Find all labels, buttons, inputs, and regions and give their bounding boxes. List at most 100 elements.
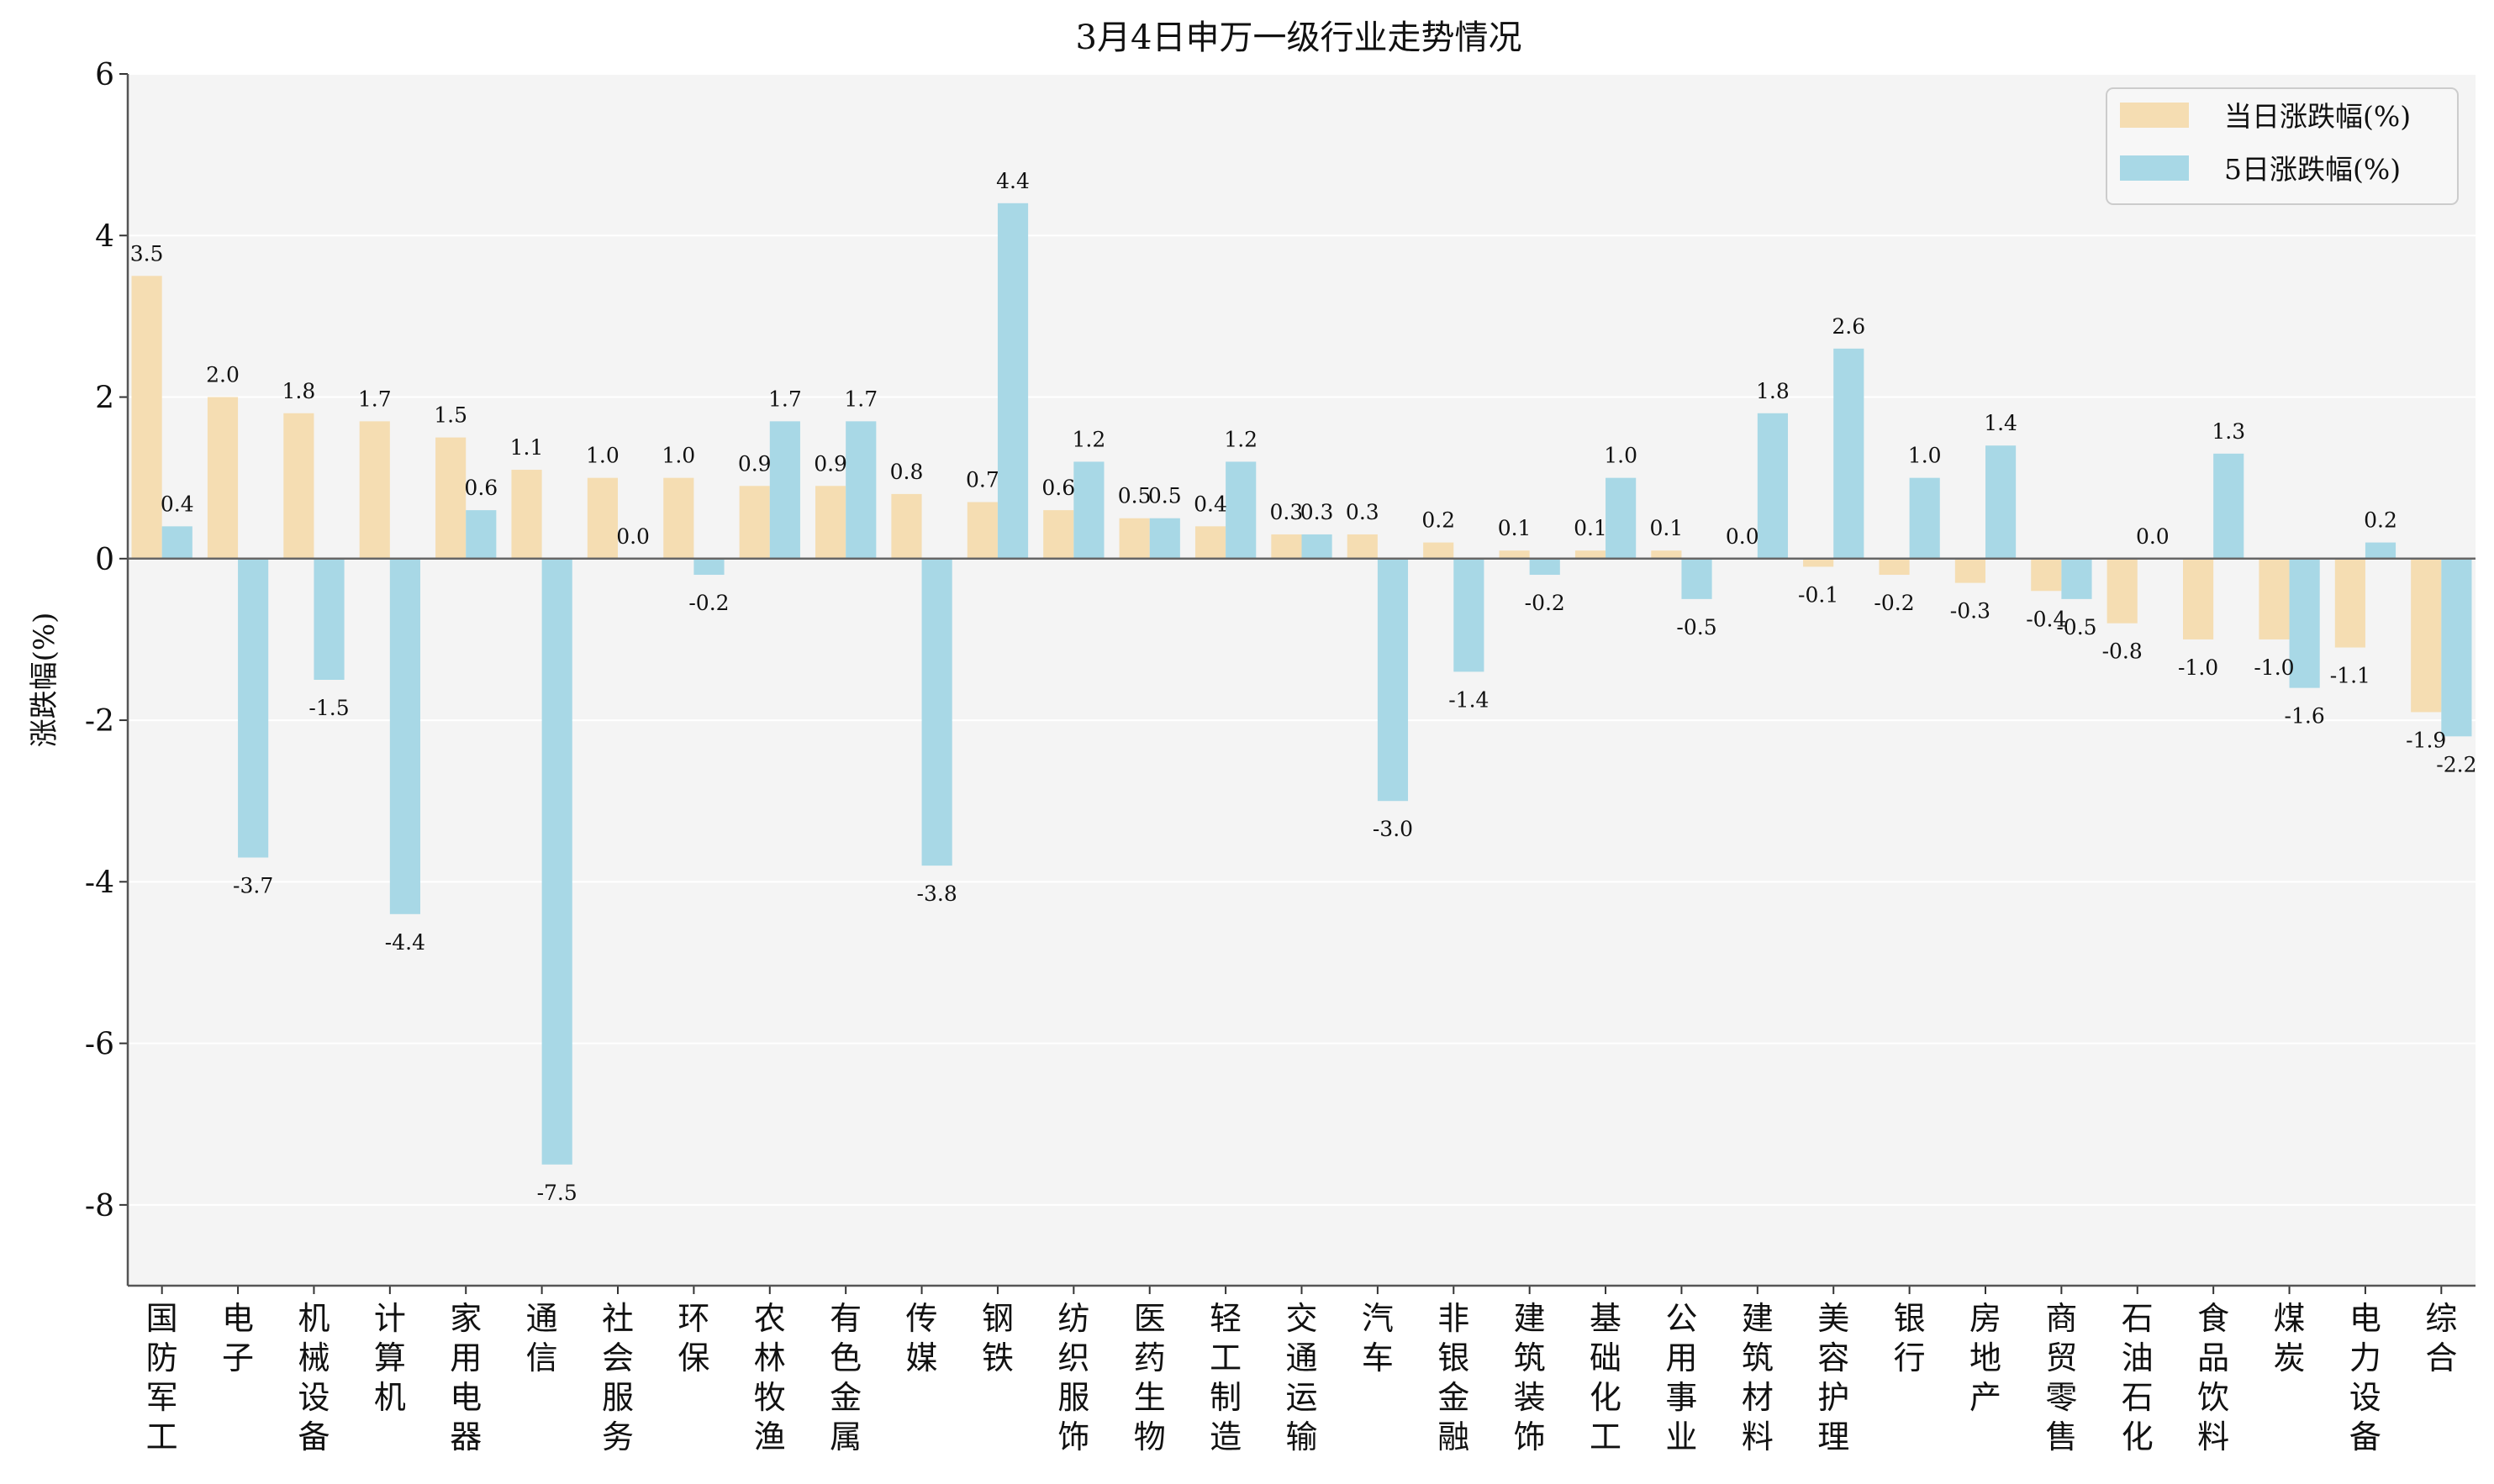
data-label: -0.2 xyxy=(1525,591,1565,615)
bar-daily xyxy=(663,478,693,559)
data-label: 0.0 xyxy=(1726,524,1759,549)
data-label: 0.5 xyxy=(1148,484,1182,508)
data-label: 0.9 xyxy=(814,451,847,476)
bar-daily xyxy=(2411,559,2441,713)
bar-5day xyxy=(1150,518,1180,559)
data-label: 3.5 xyxy=(130,241,164,266)
bar-daily xyxy=(588,478,618,559)
data-label: 2.6 xyxy=(1832,314,1865,339)
data-label: 0.9 xyxy=(738,451,772,476)
bar-daily xyxy=(1423,543,1453,559)
data-label: 0.2 xyxy=(1421,508,1455,533)
data-label: 2.0 xyxy=(206,363,240,387)
legend-swatch-daily xyxy=(2120,103,2189,128)
legend-swatch-5day xyxy=(2120,155,2189,181)
bar-5day xyxy=(922,559,952,866)
bar-daily xyxy=(2031,559,2061,591)
bar-daily xyxy=(891,494,921,559)
data-label: 0.4 xyxy=(1194,492,1227,516)
bar-5day xyxy=(846,421,876,558)
y-tick-label: -8 xyxy=(85,1189,114,1224)
y-tick-label: 0 xyxy=(95,543,114,577)
data-label: 1.7 xyxy=(768,387,802,411)
bar-5day xyxy=(1378,559,1408,801)
data-label: -1.9 xyxy=(2406,728,2446,752)
y-axis-label: 涨跌幅(%) xyxy=(28,613,61,748)
data-label: 0.2 xyxy=(2364,508,2397,533)
data-label: 1.8 xyxy=(282,379,315,403)
data-label: 0.0 xyxy=(2136,524,2170,549)
bar-daily xyxy=(208,397,238,559)
bar-5day xyxy=(466,510,496,559)
y-tick-label: -6 xyxy=(85,1028,114,1062)
bar-5day xyxy=(1833,349,1864,559)
data-label: 1.2 xyxy=(1224,427,1258,451)
data-label: -1.5 xyxy=(308,696,349,720)
bar-daily xyxy=(2335,559,2365,648)
data-label: -1.1 xyxy=(2330,664,2370,688)
data-label: 0.3 xyxy=(1346,500,1379,524)
bar-daily xyxy=(1879,559,1909,575)
bar-5day xyxy=(2213,454,2244,559)
bar-daily xyxy=(360,421,390,558)
data-label: -3.8 xyxy=(917,881,957,906)
data-label: -1.6 xyxy=(2285,704,2325,729)
data-label: 4.4 xyxy=(996,169,1030,193)
data-label: 1.3 xyxy=(2212,419,2245,444)
data-label: -3.7 xyxy=(233,873,273,897)
y-tick-label: 2 xyxy=(95,382,114,416)
data-label: -4.4 xyxy=(385,930,425,955)
data-label: 1.0 xyxy=(1908,444,1942,468)
bar-5day xyxy=(542,559,572,1165)
bar-daily xyxy=(1120,518,1150,559)
bar-5day xyxy=(998,203,1028,559)
data-label: 0.3 xyxy=(1270,500,1304,524)
data-label: 0.1 xyxy=(1574,516,1607,540)
bar-5day xyxy=(1681,559,1711,599)
bar-5day xyxy=(238,559,268,858)
bar-daily xyxy=(1195,526,1226,558)
bar-5day xyxy=(1758,413,1788,559)
bar-daily xyxy=(511,470,541,559)
data-label: -0.1 xyxy=(1798,582,1838,607)
data-label: 0.0 xyxy=(616,524,650,549)
bar-daily xyxy=(1271,534,1301,559)
bar-5day xyxy=(693,559,724,575)
bar-5day xyxy=(1910,478,1940,559)
bar-5day xyxy=(1530,559,1560,575)
bar-5day xyxy=(1073,461,1104,558)
data-label: -1.4 xyxy=(1448,687,1489,712)
bar-daily xyxy=(740,486,770,559)
bar-daily xyxy=(1043,510,1073,559)
data-label: 1.7 xyxy=(844,387,878,411)
bar-5day xyxy=(770,421,800,558)
legend-label-daily: 当日涨跌幅(%) xyxy=(2224,100,2411,133)
data-label: 1.0 xyxy=(662,444,695,468)
bar-daily xyxy=(1955,559,1985,583)
data-label: -0.8 xyxy=(2102,639,2143,664)
bar-5day xyxy=(2441,559,2471,736)
data-label: -0.5 xyxy=(2056,615,2096,639)
data-label: -0.5 xyxy=(1676,615,1716,639)
chart-title: 3月4日申万一级行业走势情况 xyxy=(1076,18,1522,57)
bar-daily xyxy=(283,413,314,559)
plot-area xyxy=(128,74,2476,1286)
bar-daily xyxy=(1347,534,1378,559)
data-label: 1.2 xyxy=(1073,427,1106,451)
bar-daily xyxy=(435,438,466,559)
data-label: 0.4 xyxy=(161,492,194,516)
bar-daily xyxy=(2183,559,2213,639)
bar-5day xyxy=(162,526,192,558)
legend-label-5day: 5日涨跌幅(%) xyxy=(2224,153,2401,186)
x-tick-label: 计算机 xyxy=(374,1300,406,1416)
data-label: -7.5 xyxy=(537,1181,577,1205)
bar-daily xyxy=(968,503,998,559)
data-label: 0.5 xyxy=(1118,484,1152,508)
bar-5day xyxy=(1985,445,2016,559)
data-label: -1.0 xyxy=(2254,655,2294,680)
data-label: 0.8 xyxy=(890,460,924,484)
bar-daily xyxy=(815,486,846,559)
bar-5day xyxy=(2061,559,2091,599)
